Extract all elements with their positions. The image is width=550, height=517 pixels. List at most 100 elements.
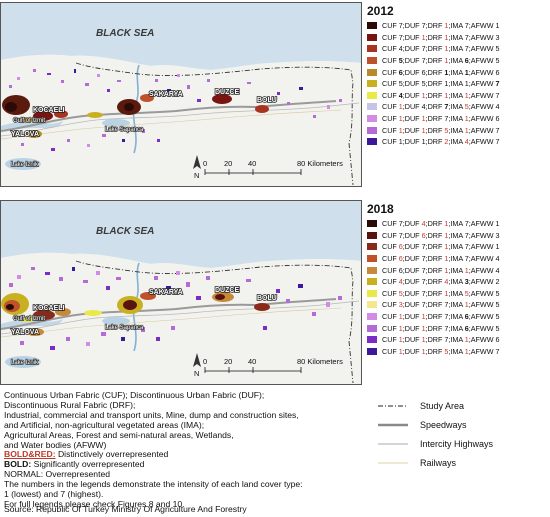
legend-value: 7 [421,265,426,275]
legend-code: IMA [450,102,463,112]
legend-item: DRF 1 [428,231,449,240]
legend-value: 6 [398,265,403,275]
scale-40: 40 [248,357,256,366]
legend-swatch [367,266,377,274]
lake-iznik [5,356,41,368]
legend-code: AFWW [470,219,494,229]
legend-value: 5 [495,56,500,66]
lake-iznik [5,158,41,170]
legend-item: CUF 4 [382,44,403,53]
legend-item: AFWW 4 [471,266,500,275]
legend-code: DUF [404,265,420,275]
legend-value: 7 [398,32,403,42]
legend-value: 1 [444,288,449,298]
legend-value: 1 [421,137,426,147]
legend-item: DRF 1 [428,79,449,88]
legend-item: AFWW 6 [471,335,500,344]
legend-value: 4 [495,265,500,275]
legend-item: DRF 1 [428,44,449,53]
legend-value: 5 [464,102,469,112]
legend-code: DRF [427,21,443,31]
legend-swatch [367,289,377,297]
landcover-patches [2,69,342,151]
legend-code: AFWW [470,346,494,356]
legend-code: DUF [404,125,420,135]
legend-item: DUF 1 [405,324,426,333]
legend-value: 1 [495,219,500,229]
legend-value: 7 [495,346,500,356]
legend-code: DUF [404,254,420,264]
legend-code: DRF [427,242,443,252]
legend-value: 1 [398,346,403,356]
legend-value: 1 [421,312,426,322]
legend-item: DRF 1 [428,21,449,30]
legend-code: DRF [427,323,443,333]
legend-code: CUF [382,265,397,275]
legend-code: CUF [382,102,397,112]
legend-value: 7 [421,254,426,264]
notes-line: and Water bodies (AFWW) [4,439,107,450]
legend-swatch [367,243,377,251]
legend-value: 7 [398,230,403,240]
legend-item: DRF 1 [428,242,449,251]
legend-item: AFWW 7 [471,79,500,88]
legend-value: 1 [398,102,403,112]
legend-rows: CUF 7; DUF 7; DRF 1; IMA 7; AFWW 1 CUF 7;… [367,20,549,148]
label-lake-sapanca: Lake Sapanca [105,127,144,133]
map-key-highways: Intercity Highways [378,434,548,453]
legend-value: 1 [421,114,426,124]
legend-code: AFWW [470,125,494,135]
legend-item: DRF 1 [428,68,449,77]
svg-text:N: N [194,171,199,180]
legend-item: IMA 7 [450,44,468,53]
legend-code: CUF [382,21,397,31]
legend-item: CUF 6 [382,68,403,77]
legend-value: 7 [444,102,449,112]
label-bolu: BOLU [257,97,277,104]
legend-value: 1 [398,137,403,147]
land-area [1,252,361,384]
legend-value: 1 [444,242,449,252]
legend-value: 3 [495,32,500,42]
legend-item: IMA 1 [450,91,468,100]
legend-value: 1 [464,90,469,100]
label-gulf-of-izmit: Gulf of Izmit [13,316,45,322]
railway [1,307,342,338]
legend-code: AFWW [470,56,494,66]
legend-value: 7 [464,242,469,252]
legend-code: IMA [450,335,463,345]
legend-value: 3 [495,230,500,240]
legend-value: 5 [495,323,500,333]
legend-row: CUF 1; DUF 4; DRF 7; IMA 5; AFWW 4 [367,101,549,113]
legend-year: 2018 [367,202,394,216]
label-gulf-of-izmit: Gulf of Izmit [13,118,45,124]
legend-value: 7 [398,219,403,229]
legend-code: DRF [427,79,443,89]
scale-40: 40 [248,159,256,168]
legend-code: IMA [450,265,463,275]
legend-code: AFWW [470,90,494,100]
legend-code: CUF [382,323,397,333]
legend-value: 7 [421,288,426,298]
legend-item: DUF 7 [405,277,426,286]
legend-item: AFWW 3 [471,231,500,240]
legend-item: DRF 1 [428,56,449,65]
notes-line: BOLD&RED: Distinctively overrepresented [4,449,364,460]
legend-item: AFWW 5 [471,312,500,321]
legend-value: 7 [421,242,426,252]
intercity-highway [1,300,360,335]
legend-code: AFWW [470,254,494,264]
legend-value: 1 [444,44,449,54]
lake-sapanca [102,119,130,127]
legend-value: 6 [421,230,426,240]
legend-code: DRF [427,125,443,135]
legend-item: CUF 1 [382,114,403,123]
legend-item: CUF 6 [382,266,403,275]
legend-code: DRF [427,230,443,240]
legend-code: CUF [382,125,397,135]
legend-swatch [367,138,377,146]
legend-code: DUF [404,277,420,287]
legend-item: DRF 1 [428,219,449,228]
legend-code: IMA [450,125,463,135]
legend-item: AFWW 1 [471,219,500,228]
